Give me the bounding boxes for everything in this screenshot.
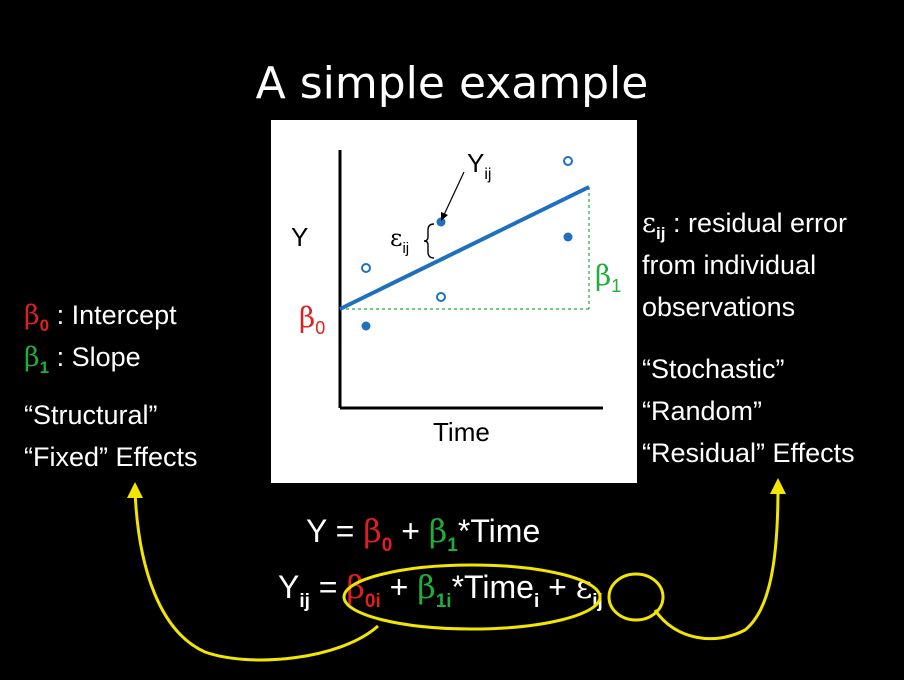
slide-title: A simple example [255,58,649,109]
plot-svg: Y Time Yij εij β0 β1 [291,148,621,447]
residual-ellipse [607,572,665,622]
equation-individual: Yij = β0i + β1i*Timei + εij [278,568,603,612]
epsilon-definition: εij : residual error [642,208,848,243]
epsilon-brace [423,223,435,259]
yij-label: Yij [467,148,491,183]
data-point-open [436,292,446,302]
yij-arrow [442,171,465,218]
structural-label: “Structural” [24,400,158,430]
stochastic-label: “Stochastic” [642,354,785,384]
yij-arrowhead [441,212,448,221]
beta0-label: β0 [299,301,325,338]
regression-line [339,185,590,311]
residual-arrowhead [770,478,786,494]
residual-arrow [653,487,780,641]
data-point-filled [563,232,573,242]
beta0-definition: β0 : Intercept [24,300,177,335]
random-label: “Random” [642,396,763,426]
x-axis-label: Time [433,417,490,447]
epsilon-definition-line2: from individual [642,250,817,280]
data-point-open [361,263,371,273]
equation-population: Y = β0 + β1*Time [306,512,541,556]
data-point-filled [361,321,371,331]
epsilon-label: εij [390,224,409,257]
data-point-filled [436,217,446,227]
beta1-label: β1 [595,259,621,296]
data-point-open [563,156,573,166]
fixed-effects-label: “Fixed” Effects [24,442,198,472]
fixed-effects-arrowhead [127,482,143,498]
regression-plot: Y Time Yij εij β0 β1 [271,120,637,483]
beta1-definition: β1 : Slope [24,342,141,377]
y-axis-label: Y [291,222,308,252]
residual-effects-label: “Residual” Effects [642,438,855,468]
epsilon-definition-line3: observations [642,292,796,322]
